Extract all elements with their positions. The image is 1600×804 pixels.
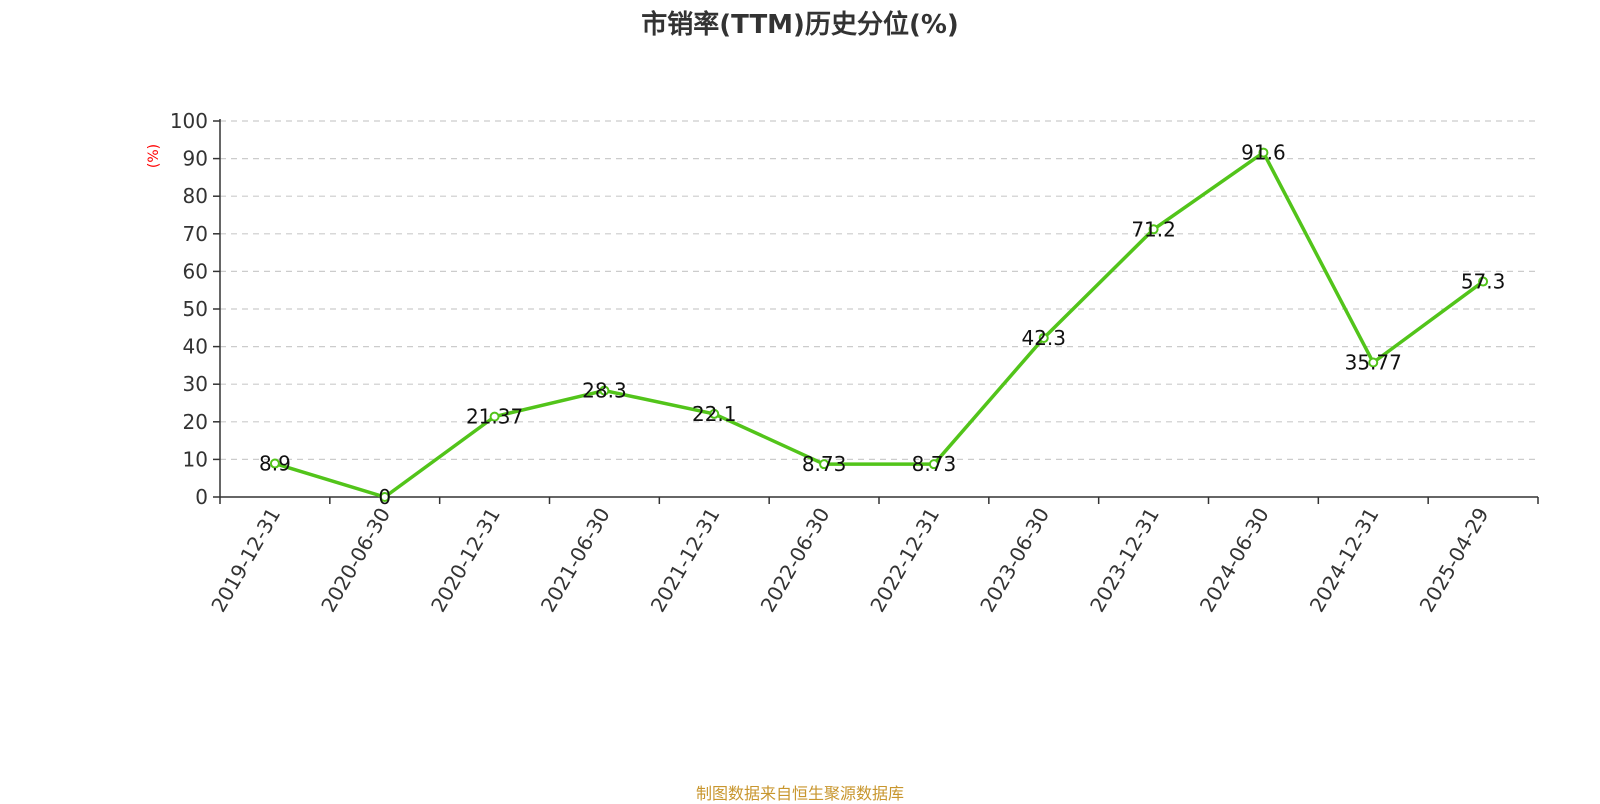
data-label: 42.3 [1021, 326, 1066, 350]
y-tick-label: 40 [183, 335, 208, 359]
x-tick-label: 2022-06-30 [756, 504, 835, 617]
y-tick-label: 0 [195, 485, 208, 509]
data-point [379, 492, 390, 502]
y-tick-label: 30 [183, 372, 208, 396]
x-tick-label: 2020-12-31 [426, 504, 505, 617]
data-label: 91.6 [1241, 141, 1286, 165]
data-label: 22.1 [692, 402, 737, 426]
y-tick-label: 80 [183, 184, 208, 208]
series [269, 147, 1489, 502]
data-point [599, 385, 610, 396]
y-tick-label: 20 [183, 410, 208, 434]
x-tick-label: 2022-12-31 [865, 504, 944, 617]
x-tick-label: 2023-12-31 [1085, 504, 1164, 617]
data-label: 71.2 [1131, 217, 1176, 241]
chart-title: 市销率(TTM)历史分位(%) [641, 10, 959, 40]
y-tick-label: 10 [183, 447, 208, 471]
x-tick-label: 2021-12-31 [646, 504, 725, 617]
data-point [928, 459, 939, 470]
y-tick-label: 60 [183, 259, 208, 283]
data-point [1038, 332, 1049, 343]
data-label: 8.73 [912, 452, 957, 476]
x-tick-label: 2021-06-30 [536, 504, 615, 617]
source-note: 制图数据来自恒生聚源数据库 [695, 784, 904, 803]
y-tick-label: 50 [183, 297, 208, 321]
x-tick-label: 2024-12-31 [1305, 504, 1384, 617]
data-point [1258, 147, 1269, 158]
data-label: 21.37 [466, 405, 523, 429]
x-tick-label: 2023-06-30 [975, 504, 1054, 617]
data-labels: 8.9 0 21.37 28.3 22.1 8.73 8.73 42.3 71.2 91.6 35.… [259, 141, 1505, 509]
data-label: 28.3 [582, 379, 627, 403]
data-point [1148, 224, 1159, 235]
data-point [489, 411, 500, 422]
series-line [273, 150, 1485, 499]
x-tick-label: 2025-04-29 [1415, 504, 1494, 617]
y-axis-unit-label: (%) [146, 144, 162, 168]
data-point [269, 458, 280, 469]
grid-lines [220, 120, 1538, 460]
data-point [1478, 276, 1489, 287]
x-tick-label: 2019-12-31 [206, 504, 285, 617]
data-point [1368, 357, 1379, 368]
x-tick-label: 2024-06-30 [1195, 504, 1274, 617]
y-tick-label: 100 [170, 109, 208, 133]
data-label: 0 [378, 485, 391, 509]
data-point [709, 408, 720, 419]
x-tick-label: 2020-06-30 [316, 504, 395, 617]
axes: 0 10 20 30 40 50 60 70 80 90 100 2019-12-31 2020-06-… [170, 109, 1539, 617]
data-point [819, 459, 830, 470]
y-tick-label: 70 [183, 222, 208, 246]
y-tick-label: 90 [183, 147, 208, 171]
data-label: 57.3 [1461, 270, 1506, 294]
data-label: 8.73 [802, 452, 847, 476]
data-label: 8.9 [259, 452, 291, 476]
data-label: 35.77 [1345, 351, 1402, 375]
